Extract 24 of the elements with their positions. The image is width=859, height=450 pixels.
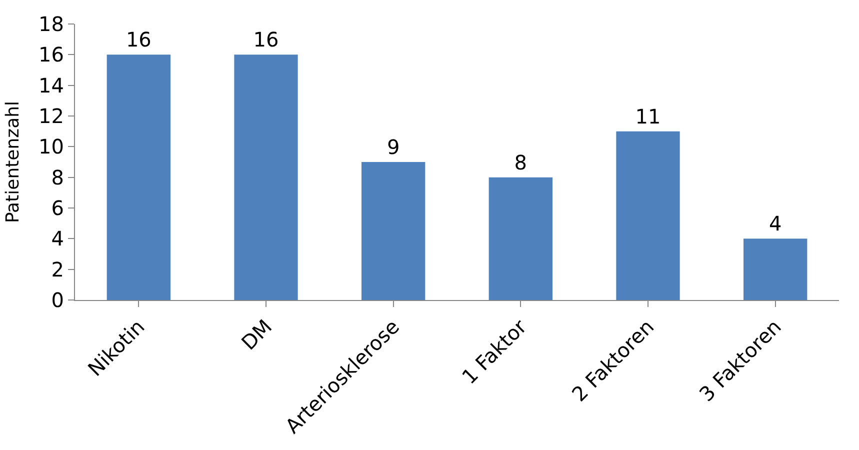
data-label: 9	[386, 135, 400, 159]
y-tick-label: 0	[51, 288, 64, 312]
y-tick-label: 10	[38, 134, 64, 159]
y-tick-label: 8	[51, 165, 64, 190]
y-tick-label: 6	[51, 196, 64, 220]
bar	[616, 131, 680, 300]
bar	[106, 54, 170, 300]
data-label: 16	[253, 28, 279, 52]
data-label: 8	[514, 150, 528, 174]
data-label: 4	[768, 212, 782, 236]
bar	[744, 238, 808, 300]
x-tick-label: DM	[236, 314, 277, 355]
y-tick-label: 16	[38, 42, 64, 67]
y-tick-label: 4	[51, 226, 64, 251]
bar	[362, 162, 426, 300]
y-tick-label: 12	[38, 104, 64, 128]
data-label: 16	[126, 28, 152, 52]
y-axis-title: Patientenzahl	[2, 100, 24, 224]
data-label: 11	[635, 104, 661, 128]
bar	[234, 54, 298, 300]
y-tick-label: 14	[38, 73, 64, 98]
y-tick-label: 18	[38, 12, 64, 36]
y-tick-label: 2	[51, 257, 64, 282]
bar	[488, 177, 552, 300]
